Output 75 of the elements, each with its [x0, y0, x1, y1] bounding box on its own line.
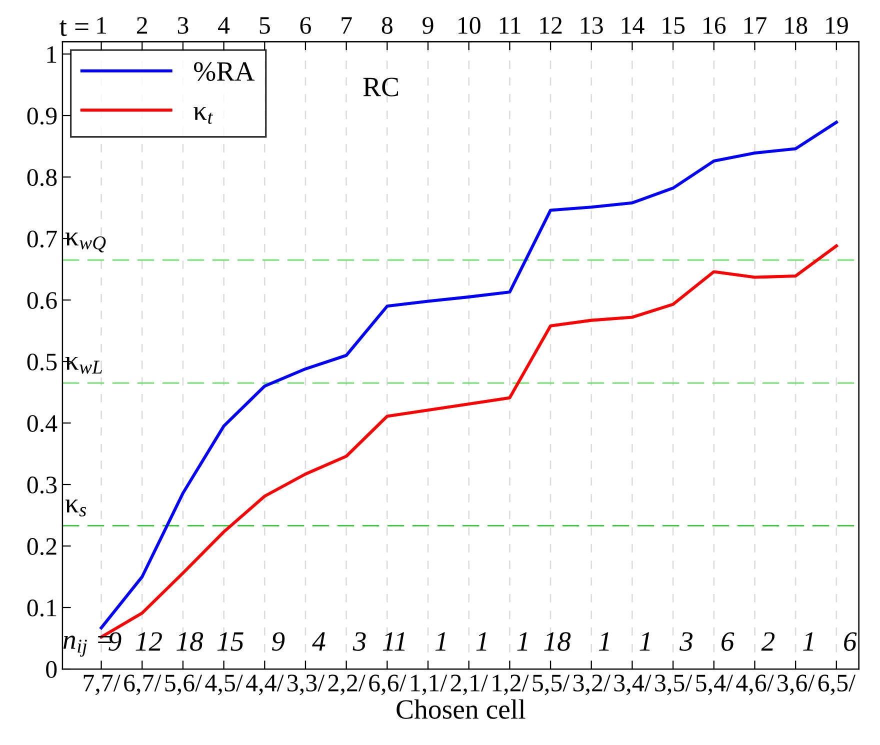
x2-tick-label: 19: [826, 17, 848, 34]
annotation: 4: [312, 632, 326, 651]
y-tick-label: 0.1: [27, 600, 56, 617]
legend-label: %RA: [194, 62, 255, 81]
x-tick-label: 3,6/: [778, 674, 815, 696]
legend-label: κ$_{t}$: [194, 107, 214, 124]
annotation: 6: [722, 632, 734, 651]
x-tick-label: 3,2/: [573, 674, 610, 696]
x2-tick-label: 16: [704, 17, 726, 34]
y-tick-label: 0.2: [27, 538, 56, 556]
x2-tick-label: 9: [422, 17, 434, 34]
annotation: 1: [640, 632, 650, 651]
x-tick-label: 1,1/: [411, 674, 448, 696]
x-tick-label: 3,4/: [614, 674, 652, 696]
x-tick-label: 6,5/: [818, 674, 856, 696]
ref-line-label: κ$_{s}$: [65, 500, 86, 516]
x-tick-label: 4,6/: [736, 674, 774, 696]
annotation: 1: [517, 632, 528, 651]
x2-tick-label: 13: [581, 17, 603, 34]
x2-tick-label: 2: [136, 17, 147, 34]
x2-tick-label: 7: [342, 17, 352, 34]
annotation: 1: [476, 632, 486, 651]
x2-tick-label: 10: [458, 16, 480, 34]
x-tick-label: 5,4/: [696, 674, 733, 696]
annotation: 3: [680, 632, 693, 651]
x2-tick-label: 3: [178, 17, 188, 34]
x2-tick-label: 6: [300, 17, 311, 34]
annotation: 18: [176, 632, 204, 651]
y-tick-label: 0.4: [27, 415, 58, 432]
x-tick-label: 4,4/: [246, 674, 284, 696]
annotation: 18: [544, 632, 571, 651]
x-tick-label: 3,5/: [655, 674, 692, 696]
x2-tick-label: 4: [218, 17, 230, 34]
x2-tick-label: 12: [540, 17, 562, 34]
annotation: 1: [598, 632, 609, 651]
x2-tick-label: 14: [622, 17, 644, 34]
x-tick-label: 7,7/: [84, 674, 120, 696]
y-tick-label: 0.5: [27, 354, 57, 371]
x-tick-label: 6,6/: [369, 674, 406, 696]
annotation: 6: [844, 632, 857, 651]
x-tick-label: 4,5/: [205, 674, 243, 696]
text: RC: [363, 78, 398, 96]
x-tick-label: 6,7/: [124, 674, 162, 696]
ref-line-label: κ$_{wL}$: [65, 356, 102, 374]
x2-tick-label: 17: [744, 17, 767, 34]
x2-tick-label: 5: [260, 17, 270, 34]
annotation: 12: [136, 632, 162, 651]
x-tick-label: 2,2/: [328, 674, 366, 696]
y-tick-label: 0.7: [27, 230, 57, 248]
annotation: 11: [382, 632, 405, 651]
annotation: 1: [436, 632, 446, 651]
annotation: 1: [803, 632, 814, 651]
y-tick-label: 0.6: [27, 292, 57, 310]
x2-tick-label: 8: [382, 16, 392, 34]
annotation: 15: [217, 632, 244, 651]
x-tick-label: 3,3/: [288, 674, 325, 696]
y-tick-label: 0: [46, 661, 57, 678]
y-tick-label: 0.3: [27, 476, 57, 494]
x2-tick-label: 18: [785, 16, 808, 34]
x2-tick-label: 1: [97, 17, 106, 34]
x2-tick-label: 15: [662, 17, 685, 34]
annotation: 2: [761, 632, 775, 651]
y-tick-label: 0.9: [27, 108, 57, 125]
x2-tick-label: 11: [500, 17, 520, 34]
annotation: 9: [272, 632, 285, 651]
x-tick-label: 5,6/: [165, 674, 202, 696]
x2-axis-title: t =: [60, 20, 88, 36]
x-axis-title: Chosen cell: [396, 699, 526, 719]
x-tick-label: 5,5/: [532, 674, 570, 696]
x-tick-label: 2,1/: [450, 674, 488, 696]
annotation: 3: [352, 632, 366, 651]
y-tick-label: 0.8: [27, 169, 57, 186]
ref-line-label: κ$_{wQ}$: [65, 232, 106, 252]
y-tick-label: 1: [47, 46, 56, 63]
x-tick-label: 1,2/: [492, 674, 529, 696]
